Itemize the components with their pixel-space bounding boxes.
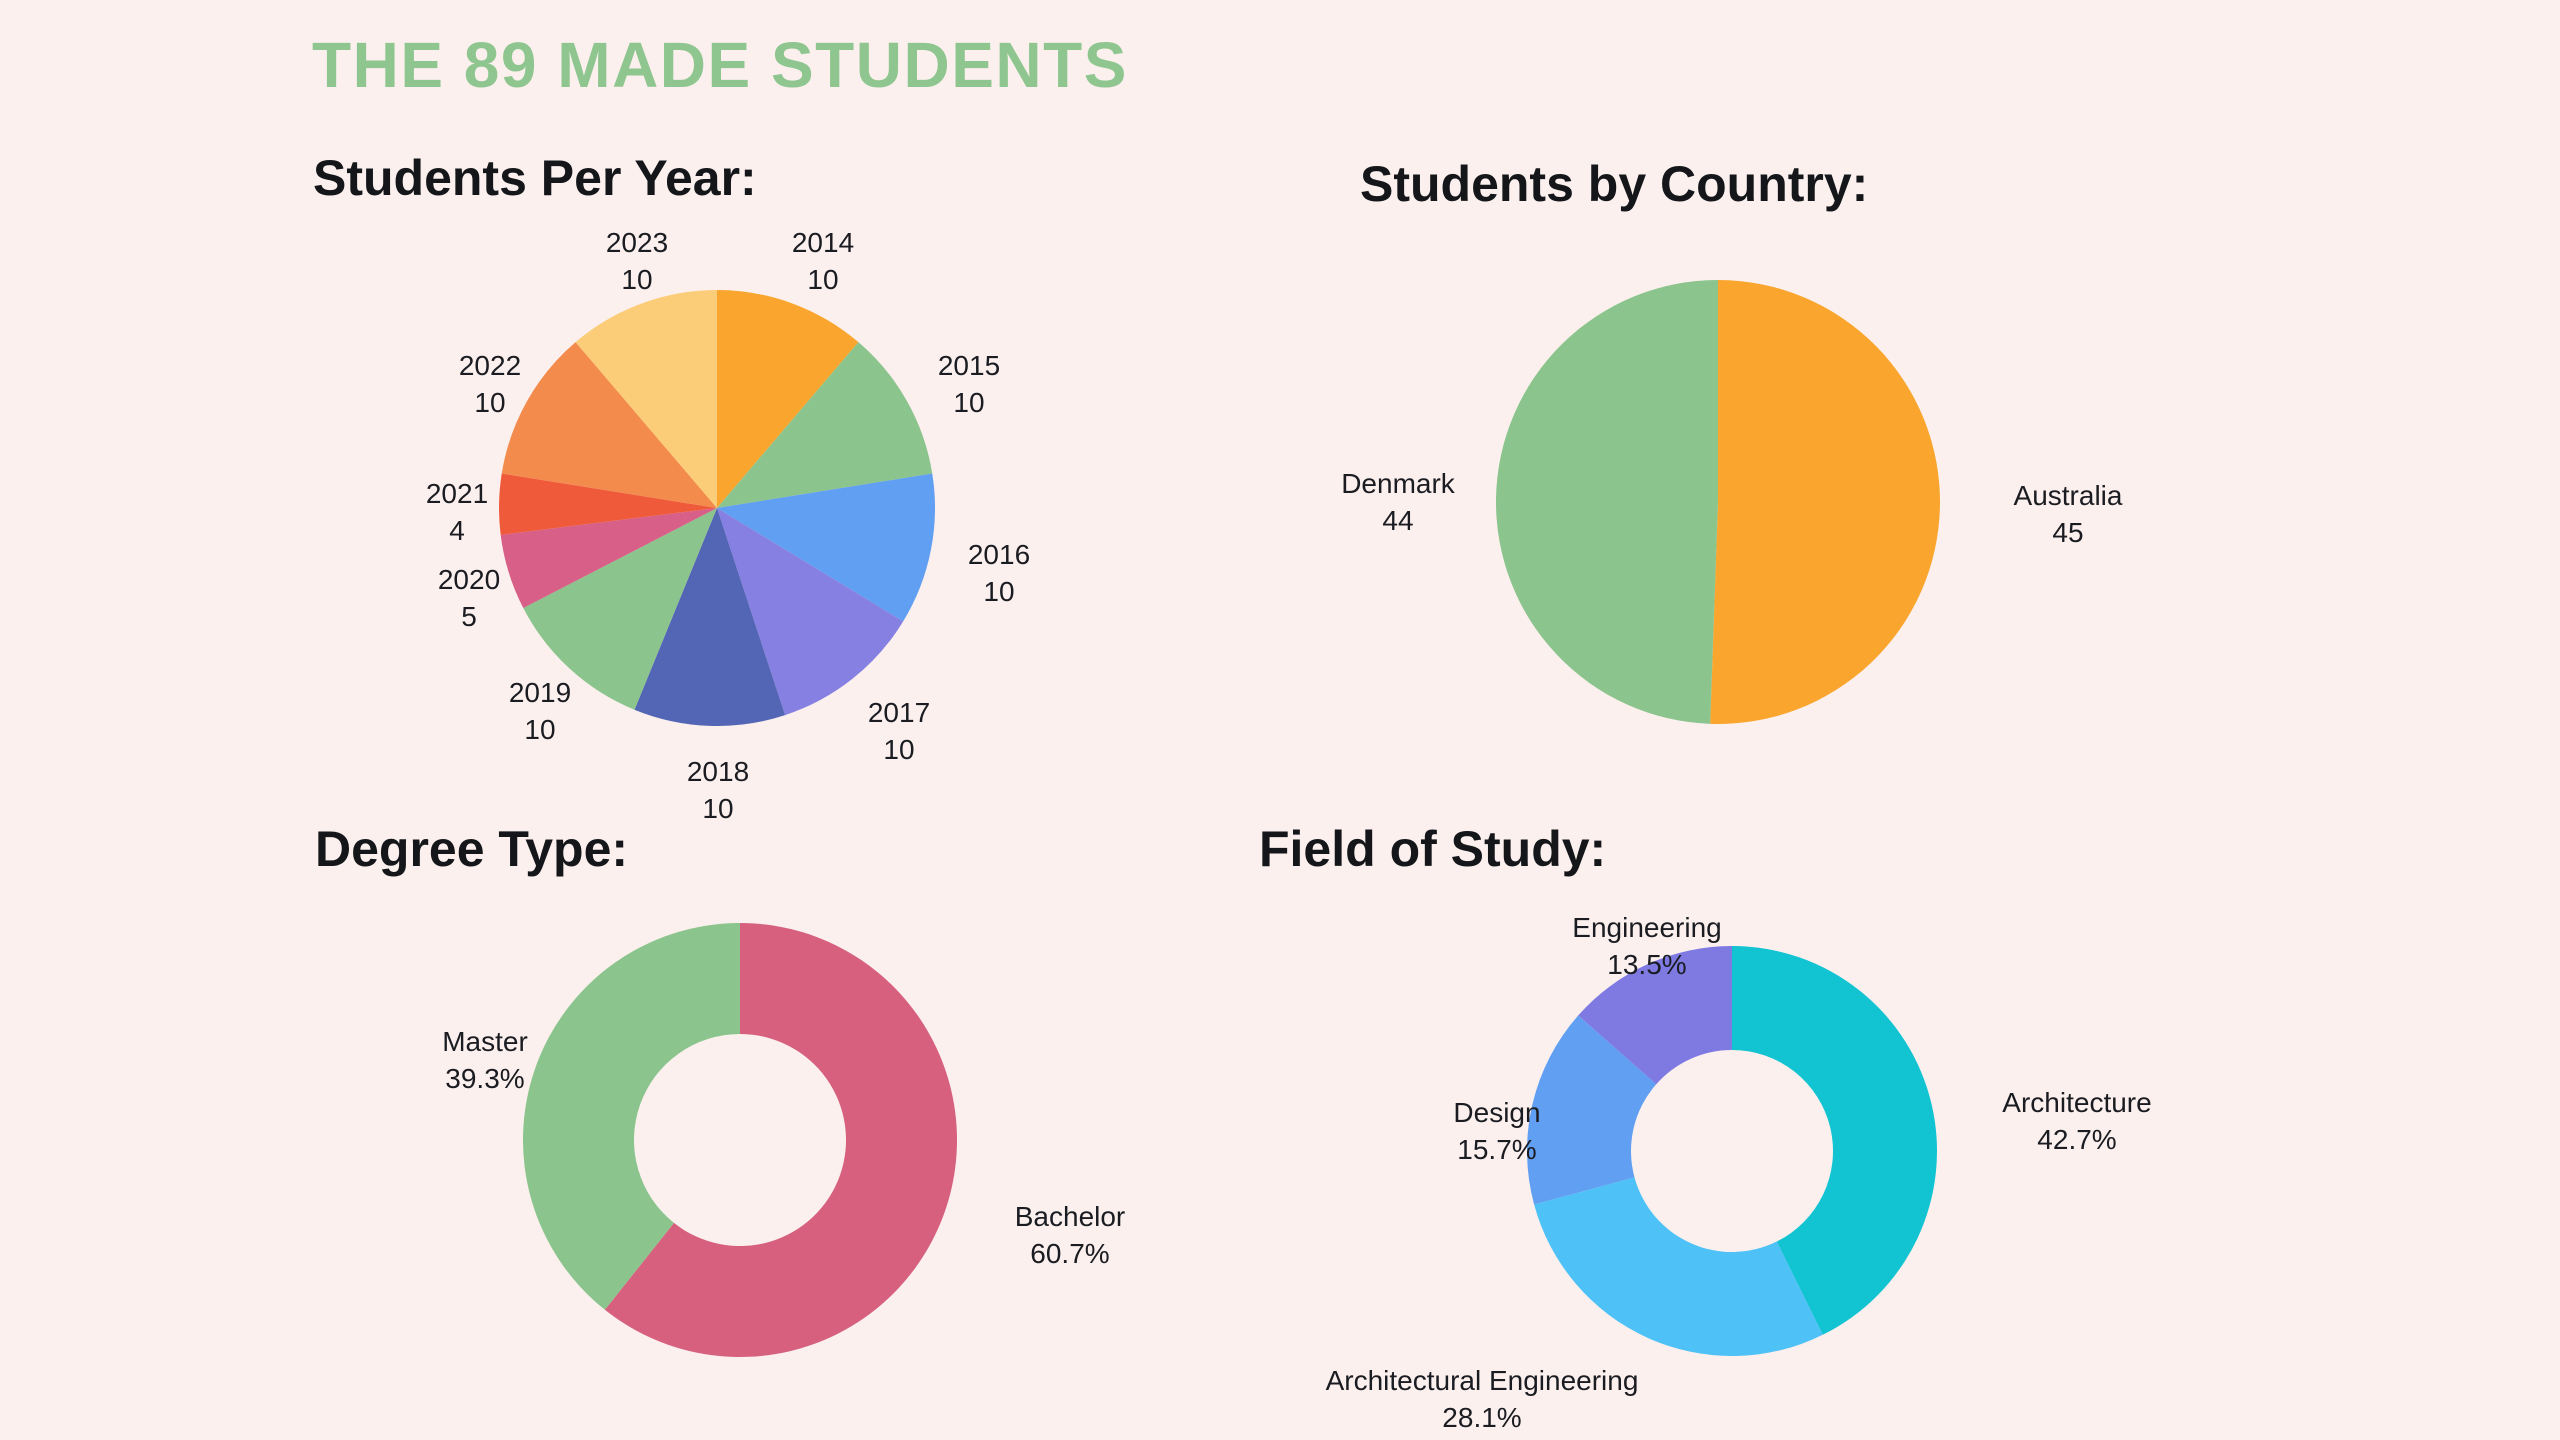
per_year-slice-2016: [717, 473, 935, 622]
field-slice-design: [1527, 1015, 1657, 1205]
field-label-architectural-engineering: Architectural Engineering 28.1%: [1326, 1362, 1639, 1436]
slice-label-value: 60.7%: [1030, 1238, 1110, 1269]
slice-label-value: 4: [449, 515, 465, 546]
per_year-label-2018: 2018 10: [687, 753, 749, 827]
per_year-label-2015: 2015 10: [938, 347, 1000, 421]
slice-label-value: 10: [474, 387, 506, 418]
heading-field-of-study: Field of Study:: [1259, 821, 1607, 877]
slice-label-name: 2021: [425, 478, 489, 509]
per_year-slice-2015: [717, 342, 933, 508]
slice-label-name: 2015: [937, 350, 1001, 381]
slice-label-value: 44: [1382, 505, 1414, 536]
per_year-label-2019: 2019 10: [509, 674, 571, 748]
slice-label-name: 2016: [967, 539, 1031, 570]
degree-slice-master: [523, 923, 740, 1310]
slice-label-value: 10: [807, 264, 839, 295]
degree-slice-bachelor: [604, 923, 957, 1357]
slice-label-name: Architectural Engineering: [1325, 1365, 1639, 1396]
slice-label-name: 2019: [508, 677, 572, 708]
country-slice-australia: [1710, 280, 1940, 724]
heading-students-per-year: Students Per Year:: [313, 150, 757, 206]
per_year-label-2022: 2022 10: [459, 347, 521, 421]
field-slice-architecture: [1732, 946, 1937, 1335]
country-slice-denmark: [1496, 280, 1718, 724]
slice-label-name: Australia: [2013, 480, 2123, 511]
students-per-year-pie-chart: [499, 290, 935, 726]
field-slice-architectural-engineering: [1534, 1177, 1823, 1356]
per_year-slice-2023: [575, 290, 717, 508]
students-by-country-pie-chart: [1496, 280, 1940, 724]
field-label-design: Design 15.7%: [1453, 1094, 1540, 1168]
slice-label-value: 10: [883, 734, 915, 765]
slice-label-name: Master: [442, 1026, 528, 1057]
field-of-study-donut-chart: [1527, 946, 1937, 1356]
field-slice-engineering: [1578, 946, 1732, 1085]
slice-label-name: 2017: [867, 697, 931, 728]
slice-label-value: 10: [953, 387, 985, 418]
slice-label-name: Denmark: [1341, 468, 1455, 499]
per_year-slice-2019: [523, 508, 717, 710]
per_year-slice-2020: [500, 508, 717, 608]
slice-label-name: Architecture: [2002, 1087, 2152, 1118]
slice-label-name: 2023: [605, 227, 669, 258]
country-label-australia: Australia 45: [2014, 477, 2123, 551]
slice-label-value: 10: [621, 264, 653, 295]
poster-title: THE 89 MADE STUDENTS: [312, 29, 1128, 101]
slice-label-name: 2018: [686, 756, 750, 787]
slice-label-value: 10: [983, 576, 1015, 607]
per_year-label-2021: 2021 4: [426, 475, 488, 549]
slice-label-name: 2022: [458, 350, 522, 381]
slice-label-value: 28.1%: [1442, 1402, 1522, 1433]
slice-label-name: 2014: [791, 227, 855, 258]
slice-label-value: 5: [461, 601, 477, 632]
per_year-slice-2014: [717, 290, 859, 508]
per_year-label-2014: 2014 10: [792, 224, 854, 298]
field-label-architecture: Architecture 42.7%: [2002, 1084, 2151, 1158]
slice-label-value: 10: [702, 793, 734, 824]
per_year-label-2017: 2017 10: [868, 694, 930, 768]
field-label-engineering: Engineering 13.5%: [1572, 909, 1721, 983]
slice-label-name: Engineering: [1572, 912, 1722, 943]
degree-label-bachelor: Bachelor 60.7%: [1015, 1198, 1126, 1272]
slice-label-value: 45: [2052, 517, 2084, 548]
slice-label-value: 39.3%: [445, 1063, 525, 1094]
per_year-slice-2021: [499, 473, 717, 535]
heading-students-by-country: Students by Country:: [1360, 156, 1869, 212]
slice-label-name: 2020: [437, 564, 501, 595]
heading-degree-type: Degree Type:: [315, 821, 629, 877]
slice-label-value: 13.5%: [1607, 949, 1687, 980]
per_year-label-2023: 2023 10: [606, 224, 668, 298]
per_year-label-2020: 2020 5: [438, 561, 500, 635]
per_year-label-2016: 2016 10: [968, 536, 1030, 610]
slice-label-value: 10: [524, 714, 556, 745]
degree-type-donut-chart: [523, 923, 957, 1357]
per_year-slice-2018: [634, 508, 786, 726]
per_year-slice-2022: [501, 342, 717, 508]
per_year-slice-2017: [717, 508, 904, 716]
slice-label-value: 15.7%: [1457, 1134, 1537, 1165]
country-label-denmark: Denmark 44: [1341, 465, 1455, 539]
slice-label-name: Design: [1453, 1097, 1541, 1128]
slice-label-value: 42.7%: [2037, 1124, 2117, 1155]
slice-label-name: Bachelor: [1014, 1201, 1126, 1232]
degree-label-master: Master 39.3%: [442, 1023, 528, 1097]
